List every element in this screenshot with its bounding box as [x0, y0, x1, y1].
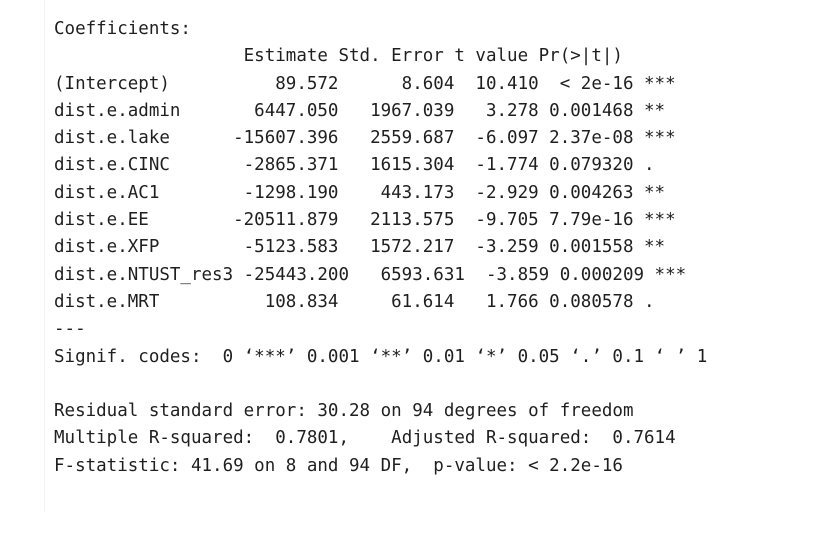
coefficients-heading: Coefficients: [54, 19, 191, 39]
f-statistic-line: F-statistic: 41.69 on 8 and 94 DF, p-val… [54, 455, 623, 476]
coefficient-row: dist.e.AC1 -1298.190 443.173 -2.929 0.00… [54, 182, 676, 203]
coefficient-row: dist.e.admin 6447.050 1967.039 3.278 0.0… [54, 100, 676, 121]
regression-summary: Coefficients: Estimate Std. Error t valu… [54, 16, 707, 480]
coefficient-row: (Intercept) 89.572 8.604 10.410 < 2e-16 … [54, 73, 676, 94]
coefficient-row: dist.e.EE -20511.879 2113.575 -9.705 7.7… [54, 210, 676, 231]
signif-codes-legend: Signif. codes: 0 ‘***’ 0.001 ‘**’ 0.01 ‘… [54, 346, 708, 367]
coefficient-row: dist.e.NTUST_res3 -25443.200 6593.631 -3… [54, 264, 687, 285]
coefficient-row: dist.e.CINC -2865.371 1615.304 -1.774 0.… [54, 155, 676, 176]
r-squared-line: Multiple R-squared: 0.7801, Adjusted R-s… [54, 428, 687, 449]
residual-standard-error: Residual standard error: 30.28 on 94 deg… [54, 401, 634, 422]
coefficient-row: dist.e.lake -15607.396 2559.687 -6.097 2… [54, 128, 676, 149]
coefficient-row: dist.e.XFP -5123.583 1572.217 -3.259 0.0… [54, 237, 676, 258]
coefficients-column-header: Estimate Std. Error t value Pr(>|t|) [54, 46, 666, 67]
blank-line [54, 371, 707, 398]
separator-line: --- [54, 319, 86, 340]
panel-divider [44, 0, 45, 512]
coefficient-row: dist.e.MRT 108.834 61.614 1.766 0.080578… [54, 291, 676, 312]
